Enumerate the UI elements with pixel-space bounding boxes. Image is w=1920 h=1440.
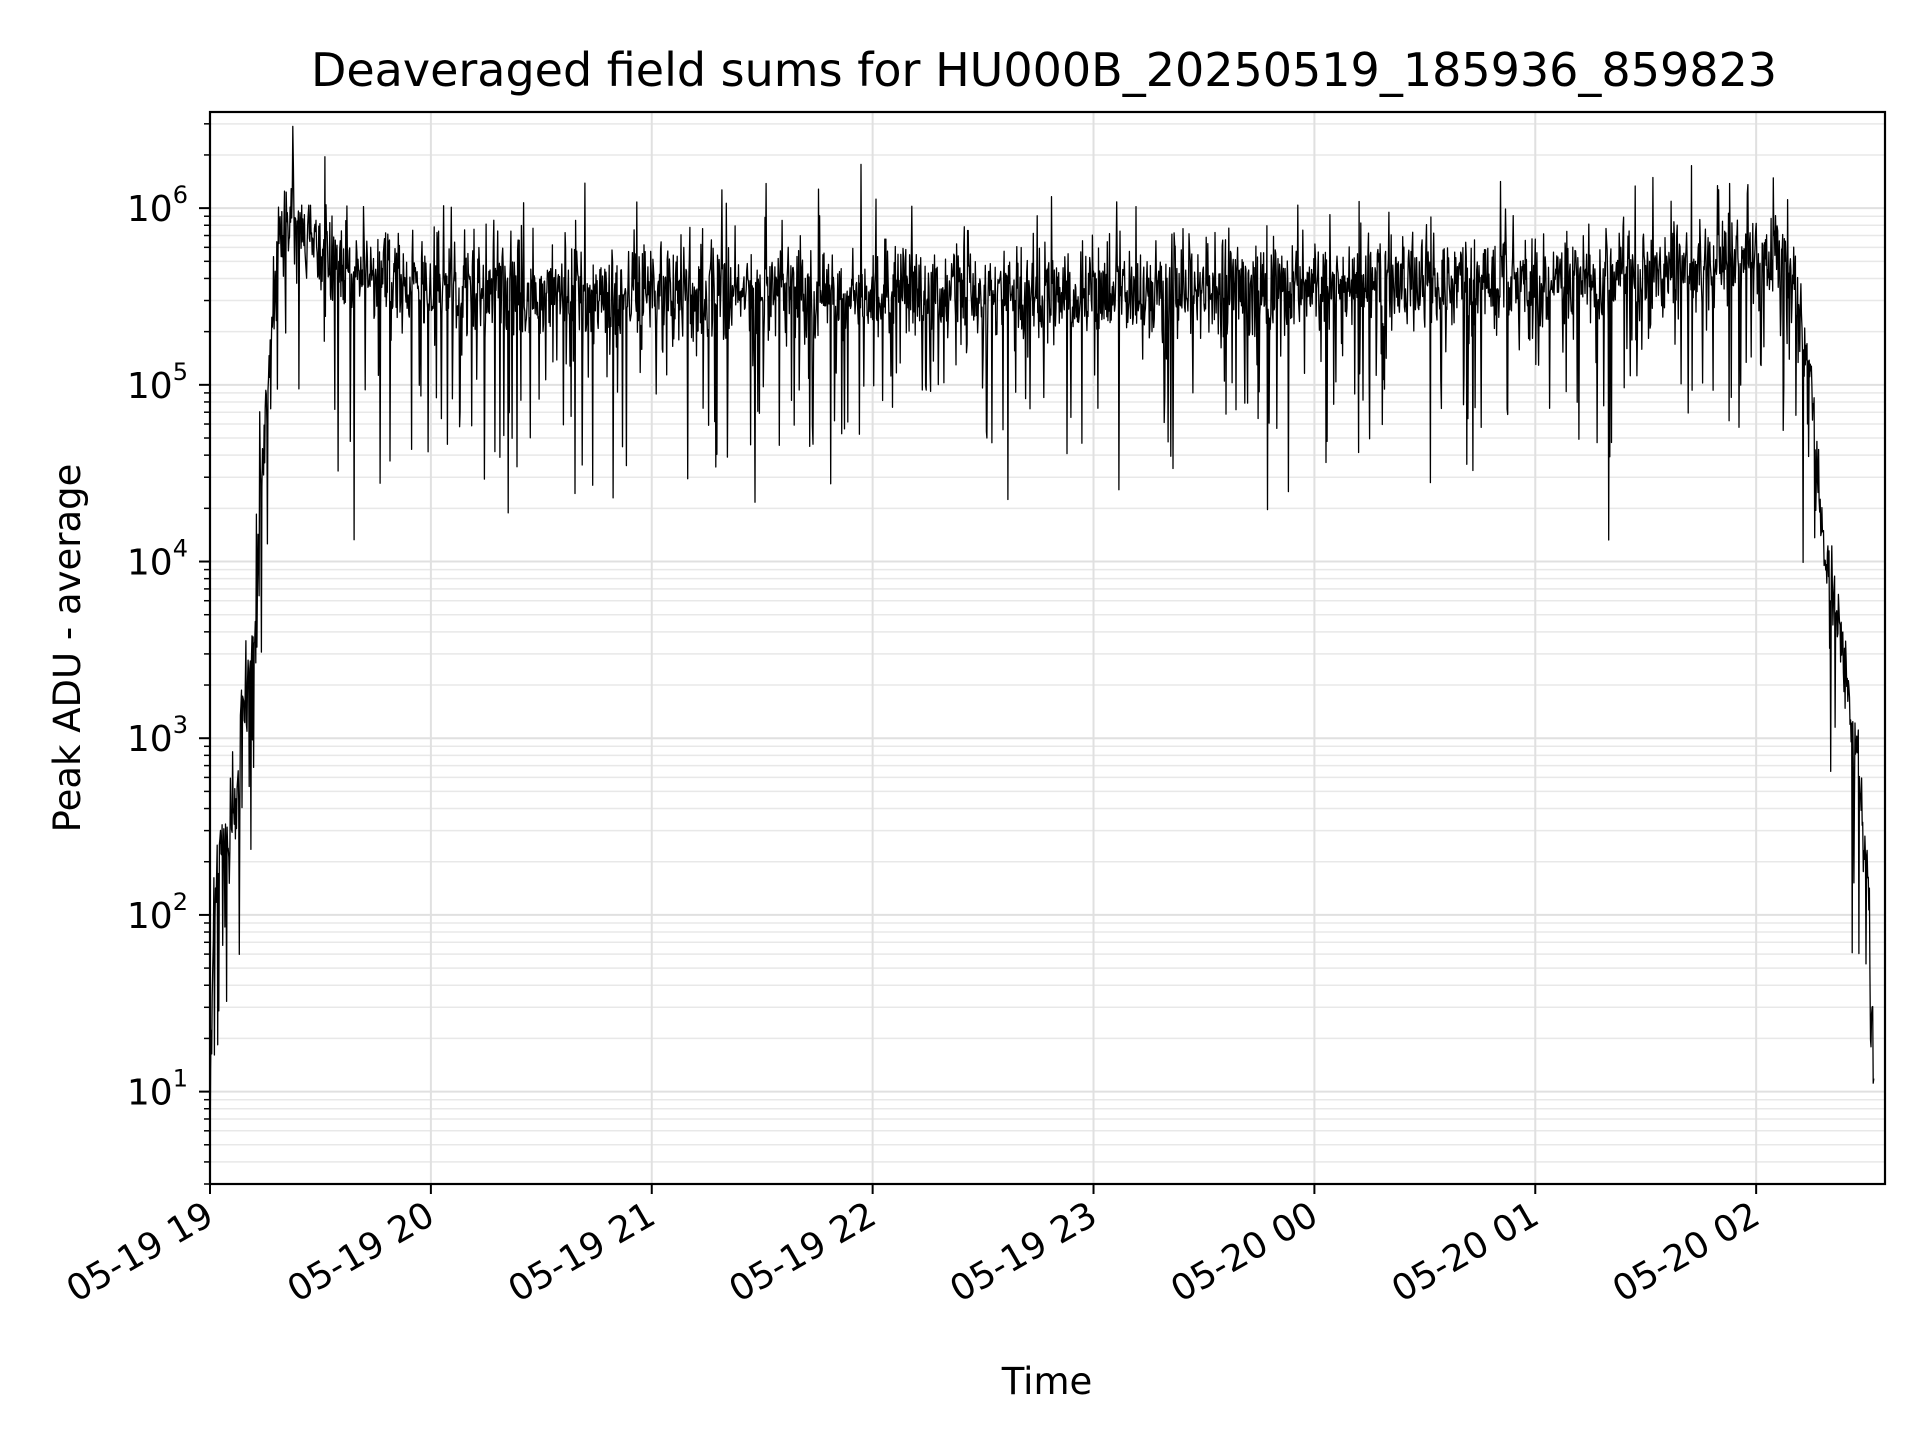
chart-title: Deaveraged field sums for HU000B_2025051… xyxy=(311,43,1777,97)
y-tick-label: 106 xyxy=(127,181,188,230)
y-axis-label: Peak ADU - average xyxy=(46,464,89,833)
y-tick-label: 103 xyxy=(127,711,188,760)
y-tick-label: 104 xyxy=(127,535,188,584)
series-group xyxy=(209,125,1875,1174)
y-axis: 101 102 103 104 105 106 xyxy=(127,123,210,1185)
series-line-0 xyxy=(209,125,1875,1174)
y-tick-label: 101 xyxy=(127,1065,188,1114)
plot-frame xyxy=(208,110,1887,1186)
y-tick-label: 102 xyxy=(127,888,188,937)
y-tick-label: 105 xyxy=(127,358,188,407)
x-axis-label: Time xyxy=(1001,1360,1093,1403)
